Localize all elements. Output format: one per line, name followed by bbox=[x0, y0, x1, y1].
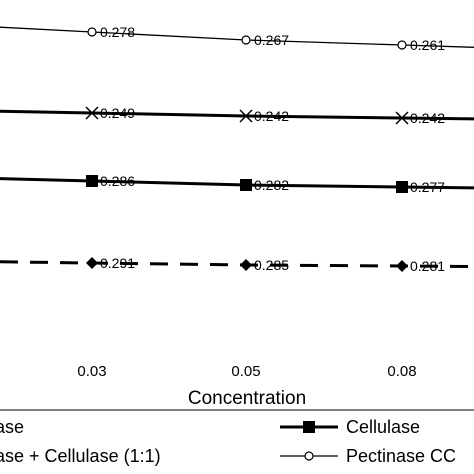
data-point bbox=[396, 181, 408, 193]
data-label: 0.281 bbox=[410, 258, 445, 274]
data-point bbox=[86, 175, 98, 187]
series-2: 0.249 0.242 0.242 bbox=[0, 105, 474, 126]
series-4: 0.291 0.285 0.281 bbox=[0, 255, 474, 274]
data-point bbox=[396, 260, 408, 272]
legend-item: ase bbox=[0, 417, 24, 437]
legend-label: ase + Cellulase (1:1) bbox=[0, 446, 161, 466]
legend-item: Cellulase bbox=[280, 417, 420, 437]
x-tick-label: 0.03 bbox=[77, 363, 106, 380]
legend-marker bbox=[303, 421, 315, 433]
data-point bbox=[240, 259, 252, 271]
legend: ase Cellulase ase + Cellulase (1:1) Pectina… bbox=[0, 409, 474, 466]
data-label: 0.291 bbox=[100, 255, 135, 271]
legend-marker bbox=[304, 451, 314, 461]
data-point bbox=[395, 111, 409, 125]
legend-label: Cellulase bbox=[346, 417, 420, 437]
x-axis-title: Concentration bbox=[188, 388, 306, 409]
data-label: 0.242 bbox=[254, 108, 289, 124]
data-point bbox=[87, 27, 97, 37]
series-3: 0.286 0.282 0.277 bbox=[0, 173, 474, 195]
data-label: 0.282 bbox=[254, 177, 289, 193]
x-tick-label: 0.08 bbox=[387, 363, 416, 380]
data-label: 0.285 bbox=[254, 257, 289, 273]
data-label: 0.242 bbox=[410, 110, 445, 126]
data-label: 0.278 bbox=[100, 24, 135, 40]
data-point bbox=[86, 257, 98, 269]
data-label: 0.249 bbox=[100, 105, 135, 121]
data-label: 0.286 bbox=[100, 173, 135, 189]
series-layer: 0.278 0.267 0.261 0.249 0.242 0.242 0.286 0.282… bbox=[0, 24, 474, 274]
data-point bbox=[85, 106, 99, 120]
data-point bbox=[239, 109, 253, 123]
data-point bbox=[240, 179, 252, 191]
legend-item: Pectinase CC bbox=[280, 446, 456, 466]
data-point bbox=[241, 35, 251, 45]
legend-item: ase + Cellulase (1:1) bbox=[0, 446, 161, 466]
data-label: 0.267 bbox=[254, 32, 289, 48]
x-axis: 0.03 0.05 0.08 bbox=[77, 363, 416, 380]
data-point bbox=[397, 40, 407, 50]
x-tick-label: 0.05 bbox=[231, 363, 260, 380]
legend-label: Pectinase CC bbox=[346, 446, 456, 466]
data-label: 0.277 bbox=[410, 179, 445, 195]
legend-label: ase bbox=[0, 417, 24, 437]
data-label: 0.261 bbox=[410, 37, 445, 53]
series-1: 0.278 0.267 0.261 bbox=[0, 24, 474, 53]
